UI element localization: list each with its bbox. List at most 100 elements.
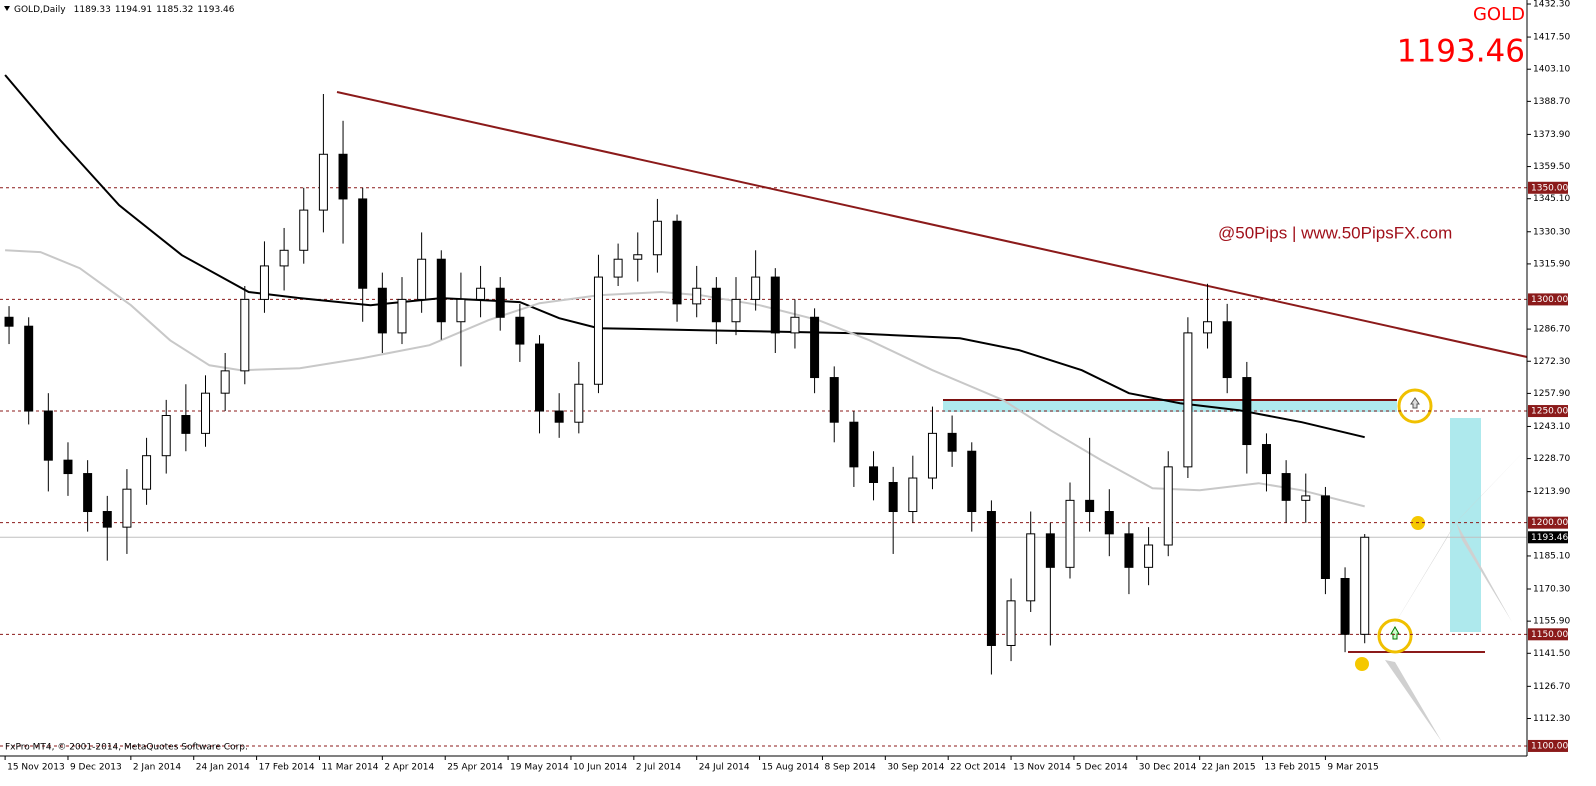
candle-body — [967, 450, 977, 513]
candle-body — [1301, 495, 1311, 501]
candle-body — [1124, 533, 1134, 568]
candle-body — [142, 455, 152, 490]
candle-body — [1320, 495, 1330, 579]
candle-body — [436, 258, 446, 323]
candle-body — [476, 287, 486, 300]
copyright: FxPro MT4, © 2001-2014, MetaQuotes Softw… — [5, 743, 248, 753]
y-tick-label: 1170.30 — [1533, 584, 1570, 594]
candle-body — [1045, 533, 1055, 568]
watermark: @50Pips | www.50PipsFX.com — [1218, 223, 1452, 242]
x-tick-label: 13 Nov 2014 — [1013, 763, 1071, 773]
candle-body — [1085, 499, 1095, 513]
level-label: 1350.00 — [1531, 183, 1568, 193]
level-tag — [1528, 516, 1568, 529]
candle-body — [397, 298, 407, 334]
candle-body — [554, 410, 564, 423]
candle-body — [1006, 600, 1016, 646]
y-tick-label: 1286.70 — [1533, 325, 1570, 335]
candle-body — [102, 511, 112, 528]
level-tag — [1528, 405, 1568, 418]
x-tick-label: 2 Apr 2014 — [384, 763, 434, 773]
candle-body — [1144, 544, 1154, 568]
candle-body — [751, 276, 761, 300]
level-label: 1150.00 — [1531, 630, 1568, 640]
candle-body — [829, 377, 839, 423]
y-tick-label: 1228.70 — [1533, 454, 1570, 464]
levels: 1350.00 1300.00 1250.00 1200.00 1150.00 1100.… — [0, 181, 1568, 752]
signal-dot — [1355, 657, 1369, 671]
candle-body — [456, 298, 466, 323]
x-tick-label: 22 Oct 2014 — [950, 763, 1006, 773]
candle-body — [161, 415, 171, 457]
candle-body — [4, 316, 14, 327]
x-tick-label: 13 Feb 2015 — [1265, 763, 1321, 773]
y-tick-label: 1126.70 — [1533, 682, 1570, 692]
candle-body — [240, 298, 250, 372]
candle-body — [63, 459, 73, 475]
candle-body — [613, 258, 623, 278]
candle-body — [535, 343, 545, 412]
y-tick-label: 1359.50 — [1533, 162, 1570, 172]
level-tag — [1528, 739, 1568, 752]
x-tick-label: 15 Aug 2014 — [762, 763, 820, 773]
header-value: 1193.46 — [197, 5, 234, 15]
y-tick-label: 1373.90 — [1533, 130, 1570, 140]
x-tick-label: 2 Jan 2014 — [133, 763, 181, 773]
target-box — [1450, 418, 1481, 632]
candle-body — [318, 153, 328, 211]
candle-body — [279, 249, 289, 267]
candle-body — [299, 209, 309, 251]
projection-wedge — [1380, 522, 1456, 648]
candle-body — [869, 466, 879, 483]
x-tick-label: 5 Dec 2014 — [1076, 763, 1128, 773]
level-label: 1100.00 — [1531, 741, 1568, 751]
candle-body — [849, 421, 859, 468]
x-tick-label: 8 Sep 2014 — [824, 763, 876, 773]
candle-body — [1026, 533, 1036, 602]
candle-body — [181, 415, 191, 434]
y-tick-label: 1388.70 — [1533, 97, 1570, 107]
y-tick-label: 1112.30 — [1533, 714, 1570, 724]
y-tick-label: 1315.90 — [1533, 259, 1570, 269]
last-price-tag — [1528, 531, 1568, 544]
candle-body — [692, 287, 702, 305]
candle-body — [220, 370, 230, 394]
candle-body — [633, 254, 643, 260]
y-tick-label: 1272.30 — [1533, 357, 1570, 367]
candle-body — [1360, 536, 1370, 635]
candle-body — [652, 220, 662, 256]
candle-body — [731, 298, 741, 323]
price-axis: 1432.30 1417.50 1403.10 1388.70 1373.90 1359.… — [4, 0, 1570, 773]
menu-triangle — [4, 6, 10, 11]
level-label: 1250.00 — [1531, 407, 1568, 417]
header: GOLD,Daily 1189.33 1194.91 1185.32 1193.46 — [14, 5, 235, 15]
candles — [4, 93, 1370, 675]
header-value: 1194.91 — [115, 5, 152, 15]
candle-body — [377, 287, 387, 334]
level-label: 1300.00 — [1531, 295, 1568, 305]
moving-average — [5, 249, 1365, 508]
candle-body — [1340, 577, 1350, 635]
projection-wedge — [1385, 660, 1442, 742]
x-tick-label: 19 May 2014 — [510, 763, 569, 773]
candle-body — [495, 287, 505, 318]
candle-body — [1163, 466, 1173, 546]
candle-body — [259, 265, 269, 300]
y-tick-label: 1345.10 — [1533, 194, 1570, 204]
x-tick-label: 24 Jan 2014 — [196, 763, 250, 773]
trend-line — [336, 91, 1528, 358]
candle-body — [1281, 473, 1291, 501]
candle-body — [515, 316, 525, 345]
x-tick-label: 30 Dec 2014 — [1139, 763, 1197, 773]
projection-wedge — [1456, 445, 1530, 522]
candle-body — [574, 383, 584, 423]
x-tick-label: 17 Feb 2014 — [259, 763, 315, 773]
x-tick-label: 11 Mar 2014 — [321, 763, 378, 773]
y-tick-label: 1432.30 — [1533, 0, 1570, 10]
candle-body — [417, 258, 427, 300]
candle-body — [810, 316, 820, 379]
candle-body — [593, 276, 603, 385]
candle-body — [672, 220, 682, 305]
arrow-icon — [1390, 625, 1400, 640]
